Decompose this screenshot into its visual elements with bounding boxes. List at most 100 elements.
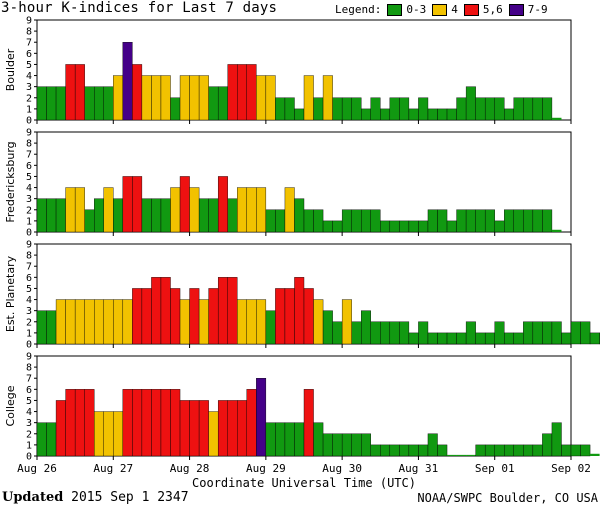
bar-fredericksburg (179, 176, 190, 233)
bar-fredericksburg (504, 209, 514, 233)
bar-fredericksburg (198, 198, 209, 233)
legend-text-5-6: 5,6 (482, 3, 503, 16)
bar-college (494, 444, 505, 457)
bar-boulder (237, 64, 247, 121)
bar-college (322, 433, 333, 457)
bar-est-planetary (113, 299, 124, 345)
bar-fredericksburg (160, 198, 171, 233)
chart-title: 3-hour K-indices for Last 7 days (1, 0, 278, 16)
bar-college (84, 389, 95, 457)
bar-est-planetary (456, 332, 467, 345)
y-tick-label-fredericksburg: 8 (26, 139, 32, 150)
updated-stamp: Updated 2015 Sep 1 2347 (2, 490, 189, 505)
bar-college (208, 411, 219, 457)
bar-college (237, 400, 247, 457)
bar-college (132, 389, 143, 457)
y-tick-label-college: 4 (26, 407, 32, 418)
bar-fredericksburg (551, 229, 562, 232)
bar-fredericksburg (303, 209, 314, 233)
x-tick-label: Aug 27 (93, 462, 133, 475)
station-label-est-planetary: Est. Planetary (4, 255, 17, 332)
bar-est-planetary (399, 321, 410, 345)
y-tick-label-boulder: 2 (26, 93, 32, 104)
bar-boulder (465, 86, 476, 121)
bar-fredericksburg (322, 220, 333, 233)
bar-boulder (198, 75, 209, 121)
bar-fredericksburg (370, 209, 381, 233)
bar-boulder (370, 97, 381, 121)
bar-fredericksburg (513, 209, 524, 233)
y-tick-label-college: 2 (26, 429, 32, 440)
bar-est-planetary (36, 310, 47, 345)
y-tick-label-est-planetary: 4 (26, 295, 32, 306)
bar-boulder (36, 86, 47, 121)
bar-college (246, 389, 257, 457)
bar-est-planetary (94, 299, 104, 345)
bar-est-planetary (322, 310, 333, 345)
bar-est-planetary (294, 277, 305, 345)
bar-est-planetary (408, 332, 419, 345)
y-tick-label-est-planetary: 7 (26, 262, 32, 273)
y-tick-label-boulder: 6 (26, 49, 32, 60)
bar-college (580, 444, 591, 457)
bar-college (151, 389, 162, 457)
bar-fredericksburg (437, 209, 448, 233)
bar-est-planetary (427, 332, 438, 345)
x-tick-label: Sep 02 (551, 462, 591, 475)
bar-fredericksburg (542, 209, 553, 233)
bar-college (532, 444, 543, 457)
bar-college (570, 444, 581, 457)
bar-boulder (113, 75, 124, 121)
bar-est-planetary (504, 332, 514, 345)
bar-boulder (361, 108, 371, 121)
bar-est-planetary (284, 288, 295, 345)
bar-college (523, 444, 534, 457)
bar-college (265, 422, 276, 457)
legend: Legend: 0-3 4 5,6 7-9 (335, 3, 548, 16)
bar-est-planetary (74, 299, 85, 345)
bar-boulder (256, 75, 267, 121)
bar-fredericksburg (475, 209, 486, 233)
y-tick-label-fredericksburg: 9 (26, 128, 32, 139)
bar-est-planetary (256, 299, 267, 345)
y-tick-label-fredericksburg: 3 (26, 194, 32, 205)
bar-fredericksburg (427, 209, 438, 233)
bar-est-planetary (484, 332, 495, 345)
bar-fredericksburg (389, 220, 400, 233)
bar-college (113, 411, 124, 457)
bar-est-planetary (418, 321, 429, 345)
bar-est-planetary (370, 321, 381, 345)
y-tick-label-boulder: 9 (26, 16, 32, 27)
bar-boulder (389, 97, 400, 121)
legend-item-0-3: 0-3 (387, 3, 426, 16)
bar-boulder (46, 86, 57, 121)
credit-text: NOAA/SWPC Boulder, CO USA (417, 491, 598, 505)
bar-est-planetary (246, 299, 257, 345)
bar-boulder (494, 97, 505, 121)
y-tick-label-college: 1 (26, 440, 32, 451)
x-axis-label: Coordinate Universal Time (UTC) (192, 476, 416, 490)
bar-fredericksburg (275, 209, 286, 233)
bar-college (303, 389, 314, 457)
bar-college (284, 422, 295, 457)
bar-est-planetary (313, 299, 324, 345)
bar-fredericksburg (141, 198, 152, 233)
y-tick-label-college: 6 (26, 385, 32, 396)
bar-boulder (303, 75, 314, 121)
bar-fredericksburg (341, 209, 352, 233)
y-tick-label-fredericksburg: 5 (26, 172, 32, 183)
y-tick-label-fredericksburg: 4 (26, 183, 32, 194)
bar-boulder (341, 97, 352, 121)
station-label-boulder: Boulder (4, 48, 17, 91)
bar-est-planetary (570, 321, 581, 345)
bar-est-planetary (189, 288, 200, 345)
bar-fredericksburg (484, 209, 495, 233)
bar-college (141, 389, 152, 457)
bar-fredericksburg (284, 187, 295, 233)
legend-item-7-9: 7-9 (508, 3, 548, 16)
bar-est-planetary (132, 288, 143, 345)
bar-college (484, 444, 495, 457)
bar-boulder (513, 97, 524, 121)
x-tick-label: Aug 29 (246, 462, 286, 475)
bar-fredericksburg (237, 187, 247, 233)
